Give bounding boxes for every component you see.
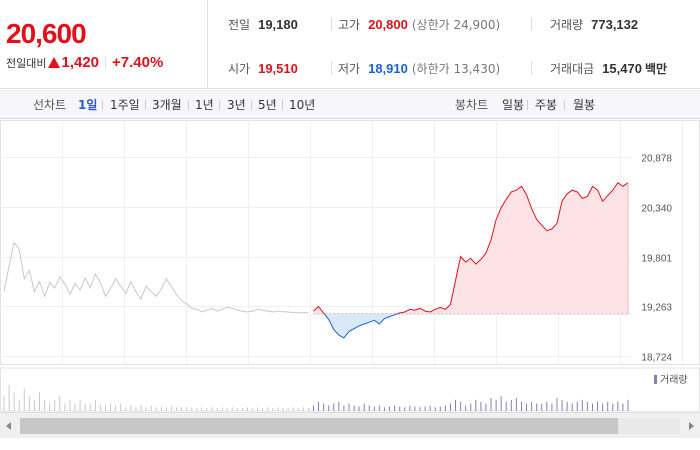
up-arrow-icon: [48, 57, 61, 68]
tab-divider: [219, 100, 220, 110]
stat-value: 19,180: [258, 17, 298, 32]
up-area: [313, 182, 628, 314]
y-tick-label: 20,878: [641, 154, 672, 165]
stat-high: 고가 20,800 (상한가 24,900): [338, 16, 500, 33]
volume-legend-swatch: [654, 375, 657, 384]
tab-1d[interactable]: 1일: [78, 98, 98, 112]
stat-unit: 백만: [644, 62, 668, 76]
change-row: 전일대비 1,420 +7.40%: [6, 54, 163, 71]
stat-label: 저가: [338, 62, 361, 76]
line-chart-label: 선차트: [33, 98, 67, 112]
stat-open: 시가 19,510: [228, 60, 298, 77]
tab-divider: [527, 100, 528, 110]
stat-volume: 거래량 773,132: [550, 16, 638, 33]
tab-5y[interactable]: 5년: [258, 98, 277, 112]
y-tick-label: 20,340: [641, 204, 672, 215]
candle-chart-label: 봉차트: [455, 98, 489, 112]
chart-period-tabs: 선차트 1일 1주일 3개월 1년 3년 5년 10년 봉차트 일봉 주봉 월봉: [0, 89, 700, 119]
tab-divider: [145, 100, 146, 110]
stat-label: 거래량: [550, 18, 584, 32]
y-tick-label: 18,724: [641, 353, 672, 364]
stat-sub: (상한가 24,900): [411, 18, 501, 32]
tab-monthly-candle[interactable]: 월봉: [573, 98, 596, 112]
tab-divider: [564, 100, 565, 110]
tab-divider: [282, 100, 283, 110]
stat-value: 19,510: [258, 61, 298, 76]
y-tick-label: 19,801: [641, 254, 672, 265]
today-line-up: [313, 181, 629, 314]
change-percent: +7.40%: [112, 54, 164, 71]
stat-label: 시가: [228, 62, 251, 76]
stat-sub: (하한가 13,430): [411, 62, 501, 76]
stat-value: 773,132: [591, 17, 639, 32]
tab-weekly-candle[interactable]: 주봉: [535, 98, 558, 112]
divider: [531, 62, 532, 74]
price-chart: 20,878 20,340 19,801 19,263 18,724 거래량: [0, 120, 700, 412]
chart-scrollbar[interactable]: [0, 412, 700, 438]
stat-label: 전일: [228, 18, 251, 32]
today-line-down: [323, 313, 399, 339]
stat-label: 고가: [338, 18, 361, 32]
scroll-left-icon[interactable]: [6, 422, 11, 430]
price-box: 20,600 전일대비 1,420 +7.40%: [0, 0, 208, 89]
change-label: 전일대비: [6, 56, 47, 70]
tab-divider: [251, 100, 252, 110]
divider: [331, 62, 332, 74]
tab-10y[interactable]: 10년: [289, 98, 316, 112]
stat-low: 저가 18,910 (하한가 13,430): [338, 60, 500, 77]
tab-divider: [188, 100, 189, 110]
previous-days-line: [3, 241, 309, 314]
divider: [531, 18, 532, 30]
change-value: 1,420: [61, 54, 100, 71]
stat-trade-value: 거래대금 15,470 백만: [550, 60, 667, 77]
stat-value: 15,470: [602, 61, 642, 76]
change-divider: [105, 56, 107, 69]
scroll-thumb[interactable]: [20, 418, 618, 434]
tab-3y[interactable]: 3년: [227, 98, 246, 112]
volume-pane-frame: [0, 367, 700, 412]
tab-3m[interactable]: 3개월: [152, 98, 182, 112]
volume-legend-label: 거래량: [660, 374, 688, 386]
divider: [331, 18, 332, 30]
scroll-right-icon[interactable]: [689, 422, 694, 430]
quote-header: 20,600 전일대비 1,420 +7.40% 전일 19,180 고가 20…: [0, 0, 700, 89]
tab-1y[interactable]: 1년: [195, 98, 214, 112]
tab-divider: [102, 100, 103, 110]
current-price: 20,600: [6, 18, 87, 49]
y-tick-label: 19,263: [641, 303, 672, 314]
stat-value: 20,800: [368, 17, 408, 32]
stat-prev-close: 전일 19,180: [228, 16, 298, 33]
tab-1w[interactable]: 1주일: [110, 98, 140, 112]
tab-daily-candle[interactable]: 일봉: [502, 98, 525, 112]
down-area: [313, 313, 628, 338]
stat-label: 거래대금: [550, 62, 595, 76]
stat-value: 18,910: [368, 61, 408, 76]
